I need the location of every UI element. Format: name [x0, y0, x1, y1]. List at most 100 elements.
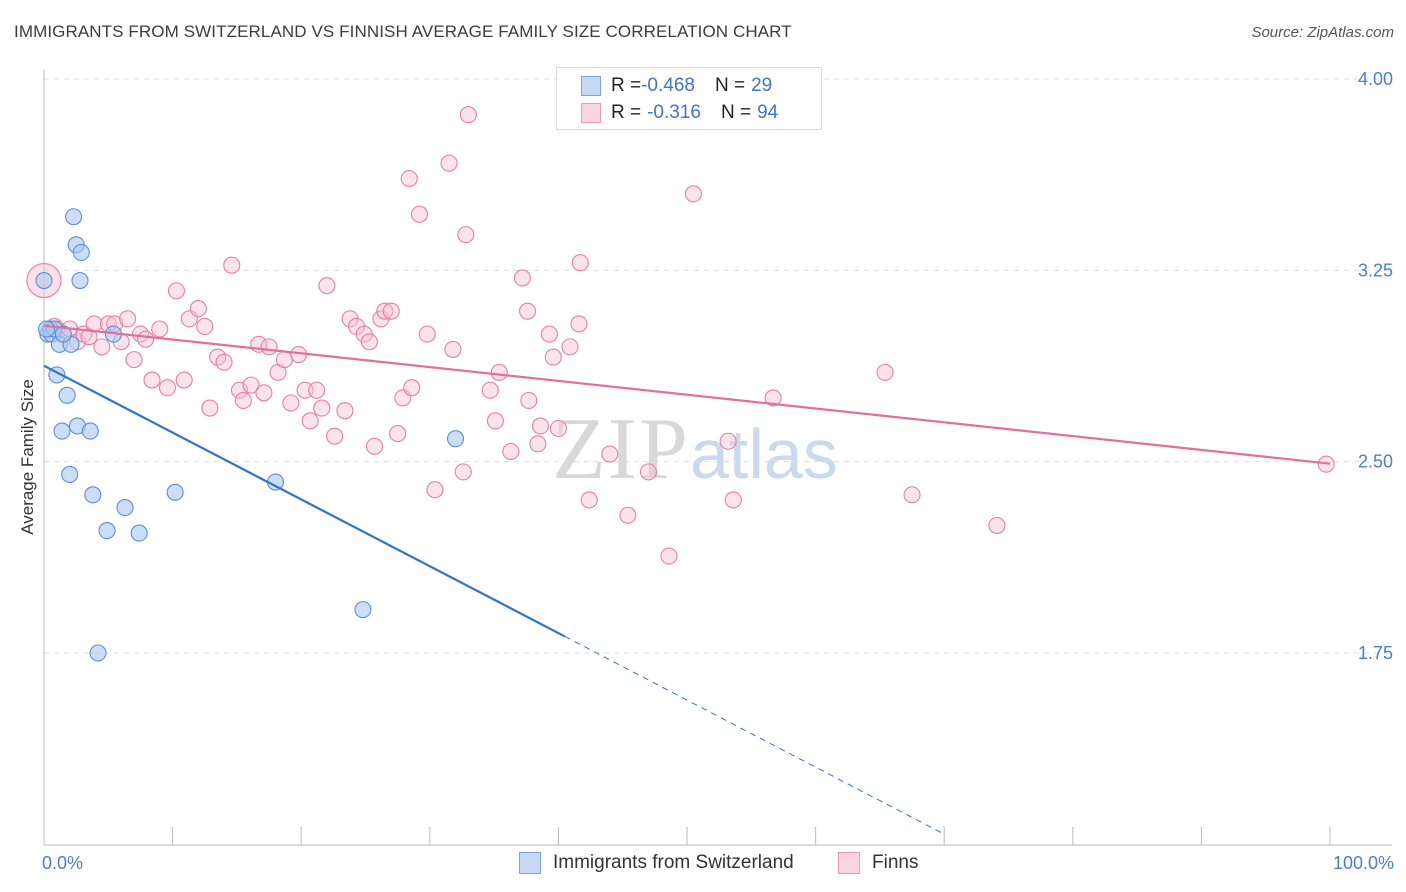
legend-n-value: 94: [757, 102, 779, 123]
finns-point: [540, 325, 558, 343]
legend-r-value: -0.468: [641, 75, 695, 96]
finns-point: [410, 205, 429, 223]
finns-point: [660, 547, 678, 565]
finns-point: [876, 363, 894, 381]
finns-point: [376, 302, 394, 320]
finns-point: [275, 351, 294, 369]
finns-point: [296, 381, 314, 399]
finns-point: [426, 481, 444, 499]
zipatlas-watermark: ZIPatlas: [552, 404, 838, 494]
finns-point: [389, 425, 407, 443]
switzerland-point: [98, 521, 116, 540]
x-tick-label: 0.0%: [42, 853, 83, 873]
finns-point: [988, 516, 1006, 534]
y-tick-label: 2.50: [1358, 452, 1393, 472]
legend-swatch-blue: [519, 852, 541, 874]
finns-point: [684, 185, 702, 203]
legend-label-switzerland: Immigrants from Switzerland: [553, 852, 794, 873]
switzerland-point: [35, 271, 53, 290]
legend-n-label: N =: [720, 102, 752, 123]
finns-point: [486, 412, 504, 430]
finns-point: [308, 381, 326, 399]
finns-point: [418, 325, 436, 343]
grid-lines: [44, 78, 1392, 654]
legend-row-switzerland: R = -0.468 N = 29: [581, 73, 772, 99]
series-immigrants-from-switzerland: [35, 208, 465, 662]
switzerland-point: [72, 243, 90, 262]
legend-swatch-pink: [838, 852, 860, 874]
finns-point: [125, 351, 143, 369]
finns-point: [223, 256, 241, 274]
finns-point: [282, 394, 300, 412]
finns-point: [234, 391, 252, 409]
finns-point: [724, 491, 742, 509]
watermark-atlas: atlas: [690, 415, 838, 493]
switzerland-point: [446, 430, 465, 448]
switzerland-point: [58, 386, 76, 404]
finns-point: [481, 381, 499, 399]
finns-point: [201, 399, 219, 417]
finns-point: [544, 348, 562, 366]
finns-point: [513, 269, 531, 287]
finns-trend-line: [43, 324, 1331, 465]
finns-point: [619, 506, 637, 524]
axes: [43, 70, 1392, 846]
finns-point: [119, 310, 137, 328]
series-finns: [26, 106, 1335, 565]
finns-point: [189, 300, 207, 318]
finns-point: [93, 338, 111, 356]
finns-point: [571, 254, 589, 272]
finns-point: [215, 353, 233, 371]
legend-label-finns: Finns: [872, 852, 919, 873]
switzerland-trend-line: [43, 364, 566, 638]
switzerland-point: [89, 644, 107, 662]
x-tick-label: 100.0%: [1333, 853, 1394, 873]
y-tick-label: 1.75: [1358, 643, 1393, 663]
finns-point: [318, 277, 336, 295]
tick-labels: 4.00 3.25 2.50 1.75 0.0% 100.0%: [42, 69, 1394, 873]
switzerland-point: [65, 208, 83, 226]
finns-point: [326, 427, 344, 445]
switzerland-point: [81, 422, 99, 440]
finns-point: [570, 315, 588, 333]
legend-r-label: R =: [611, 75, 642, 96]
finns-point: [529, 435, 547, 453]
legend-swatch-pink: [581, 103, 601, 123]
series-legend: Immigrants from Switzerland Finns: [0, 852, 1406, 878]
finns-point: [360, 333, 378, 351]
finns-point: [601, 445, 619, 463]
finns-point: [301, 412, 319, 430]
finns-point: [444, 340, 462, 358]
legend-item-finns[interactable]: Finns: [838, 852, 918, 874]
finns-point: [454, 463, 472, 481]
chart-title: IMMIGRANTS FROM SWITZERLAND VS FINNISH A…: [14, 22, 792, 41]
finns-point: [459, 106, 477, 124]
watermark-zip: ZIP: [552, 401, 690, 498]
finns-point: [440, 154, 458, 172]
y-tick-label: 3.25: [1358, 260, 1393, 280]
finns-point: [365, 437, 384, 455]
legend-n-value: 29: [751, 75, 773, 96]
legend-r-value: -0.316: [647, 102, 701, 123]
finns-point: [561, 338, 579, 356]
correlation-legend: R = -0.468 N = 29 R = -0.316 N = 94: [556, 67, 822, 130]
finns-point: [903, 486, 921, 504]
switzerland-point: [354, 601, 372, 619]
switzerland-trend-extension: [564, 635, 945, 835]
switzerland-point: [54, 325, 72, 343]
finns-point: [313, 399, 331, 417]
finns-point: [80, 328, 98, 346]
finns-point: [764, 389, 782, 407]
switzerland-point: [84, 486, 102, 504]
legend-item-switzerland[interactable]: Immigrants from Switzerland: [519, 852, 794, 874]
y-tick-label: 4.00: [1358, 69, 1393, 89]
switzerland-point: [53, 422, 71, 440]
switzerland-point: [61, 465, 79, 483]
switzerland-point: [116, 499, 134, 517]
finns-point: [457, 226, 475, 244]
legend-r-label: R =: [611, 102, 642, 123]
finns-point: [403, 379, 421, 397]
legend-swatch-blue: [581, 76, 601, 96]
finns-point: [518, 302, 537, 320]
